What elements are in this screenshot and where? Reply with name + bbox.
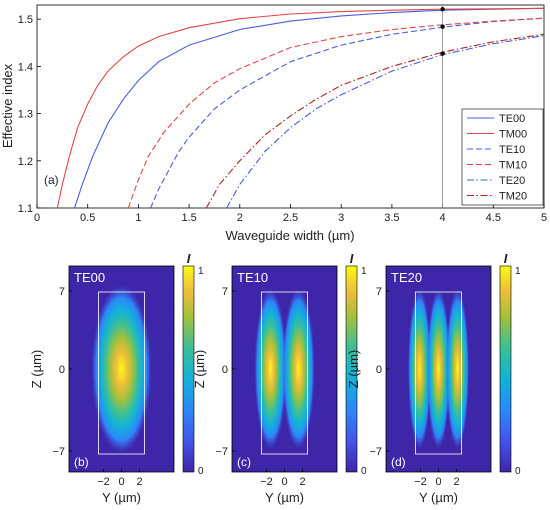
x-tick-label: 2.5	[283, 212, 298, 224]
panel-label-a: (a)	[44, 173, 59, 187]
x-tick-label: 4	[440, 212, 446, 224]
colorbar-label: I	[504, 251, 508, 266]
legend-entry: TM00	[499, 129, 527, 141]
marker-point	[440, 24, 445, 29]
x-axis-label: Y (µm)	[419, 490, 458, 505]
y-tick-label: 1.1	[18, 203, 33, 215]
x-tick-label: 0	[435, 476, 441, 488]
x-tick-label: 0	[118, 476, 124, 488]
waveguide-outline	[415, 291, 462, 455]
chart-a: 1.1 1.2 1.3 1.4 1.5 0 0.5 1 1.5 2 2.5 3 3.5 4 4.5 5 (a…	[0, 4, 547, 243]
mode-profiles: TE00(b)70−7−2 0 2Y (µm)Z (µm)I10TE10(c)70−…	[29, 251, 521, 505]
intensity-lobe	[254, 289, 287, 449]
colorbar	[499, 265, 512, 473]
colorbar-tick-label: 0	[515, 466, 521, 477]
legend-entry: TE00	[499, 113, 525, 125]
panel-label: (b)	[74, 455, 89, 469]
colorbar-tick-label: 0	[361, 466, 367, 477]
y-tick-label: −7	[369, 446, 382, 458]
y-ticks: 1.1 1.2 1.3 1.4 1.5	[18, 14, 41, 215]
colorbar-label: I	[187, 251, 191, 266]
x-axis-label: Y (µm)	[102, 490, 141, 505]
series-line-tm00	[56, 7, 545, 209]
x-tick-label: 1.5	[181, 212, 196, 224]
x-tick-label: −2	[414, 476, 427, 488]
mode-title: TE20	[391, 270, 422, 285]
x-tick-label: −2	[260, 476, 273, 488]
y-tick-label: 1.2	[18, 156, 33, 168]
series-line-te20	[226, 35, 545, 209]
y-axis-label: Z (µm)	[29, 350, 44, 389]
y-tick-label: 1.5	[18, 14, 33, 26]
x-tick-label: 3	[338, 212, 344, 224]
legend-entry: TE10	[499, 144, 525, 156]
x-tick-label: 0	[34, 212, 40, 224]
intensity-lobe	[427, 289, 450, 449]
panel-label: (d)	[391, 455, 406, 469]
y-tick-label: 7	[222, 286, 228, 298]
x-ticks: 0 0.5 1 1.5 2 2.5 3 3.5 4 4.5 5	[34, 204, 547, 224]
marker-point	[440, 51, 445, 56]
y-tick-label: 7	[59, 286, 65, 298]
legend-box	[461, 108, 544, 206]
x-tick-label: 0.5	[80, 212, 95, 224]
x-tick-label: 1	[135, 212, 141, 224]
y-tick-label: −7	[52, 446, 65, 458]
intensity-lobes	[91, 285, 152, 453]
marker-points	[440, 7, 445, 56]
intensity-lobes	[254, 289, 315, 449]
intensity-lobe	[282, 289, 315, 449]
waveguide-outline	[261, 291, 308, 455]
y-tick-label: 1.3	[18, 109, 33, 121]
legend: TE00 TM00 TE10 TM10 TE20 TM20	[461, 108, 544, 206]
legend-entry: TE20	[499, 175, 525, 187]
series-line-te00	[73, 7, 545, 209]
colorbar-tick-label: 1	[361, 266, 367, 277]
y-tick-label: 0	[376, 364, 382, 376]
colorbar	[345, 265, 358, 473]
x-tick-label: 0	[281, 476, 287, 488]
legend-entry: TM10	[499, 160, 527, 172]
x-tick-label: 2	[237, 212, 243, 224]
panel-label: (c)	[237, 455, 251, 469]
x-tick-label: 3.5	[384, 212, 399, 224]
colorbar	[182, 265, 195, 473]
y-axis-label: Effective index	[0, 63, 15, 148]
heatmap-te10: TE10(c)70−7−2 0 2Y (µm)Z (µm)I10	[192, 251, 367, 505]
x-tick-label: 2	[136, 476, 142, 488]
y-tick-label: 1.4	[18, 61, 33, 73]
mode-title: TE00	[74, 270, 105, 285]
colorbar-tick-label: 1	[515, 266, 521, 277]
x-tick-label: 5	[541, 212, 547, 224]
x-tick-label: −2	[97, 476, 110, 488]
y-tick-label: −7	[215, 446, 228, 458]
y-tick-label: 0	[59, 364, 65, 376]
x-axis-label: Y (µm)	[265, 490, 304, 505]
heatmap-te00: TE00(b)70−7−2 0 2Y (µm)Z (µm)I10	[29, 251, 204, 505]
intensity-lobes	[408, 289, 469, 449]
y-tick-label: 7	[376, 286, 382, 298]
intensity-lobe	[408, 289, 431, 449]
x-axis-label: Waveguide width (µm)	[225, 228, 354, 243]
waveguide-outline	[98, 291, 145, 455]
legend-entry: TM20	[499, 191, 527, 203]
x-tick-label: 2	[453, 476, 459, 488]
intensity-lobe	[446, 289, 469, 449]
y-axis-label: Z (µm)	[192, 350, 207, 389]
intensity-lobe	[91, 285, 152, 453]
y-axis-label: Z (µm)	[346, 350, 361, 389]
colorbar-label: I	[350, 251, 354, 266]
x-tick-label: 2	[299, 476, 305, 488]
colorbar-tick-label: 1	[198, 266, 204, 277]
colorbar-tick-label: 0	[198, 466, 204, 477]
marker-point	[440, 7, 445, 12]
y-tick-label: 0	[222, 364, 228, 376]
heatmap-te20: TE20(d)70−7−2 0 2Y (µm)Z (µm)I10	[346, 251, 521, 505]
mode-title: TE10	[237, 270, 268, 285]
chart-a-axes-box	[36, 4, 545, 209]
x-tick-label: 4.5	[486, 212, 501, 224]
